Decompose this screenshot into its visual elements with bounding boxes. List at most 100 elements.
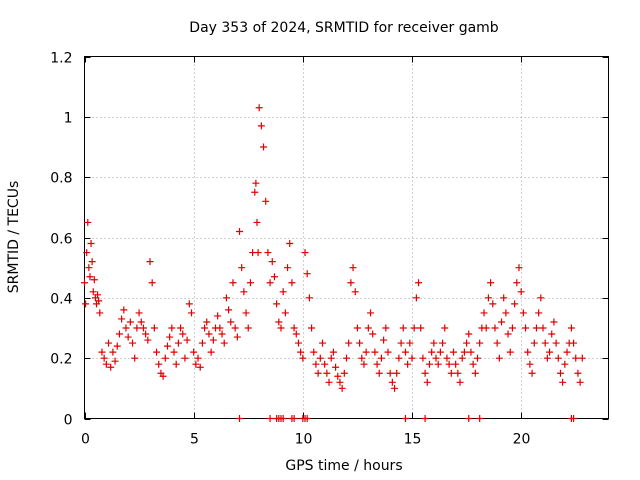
data-point [207,348,215,356]
data-point [508,324,516,332]
data-point [380,336,388,344]
data-point [163,342,171,350]
data-point [153,348,161,356]
data-point [576,378,584,386]
data-point [253,218,261,226]
data-point [552,339,560,347]
data-point [537,294,545,302]
data-point [495,354,503,362]
data-point [445,360,453,368]
data-point [415,279,423,287]
data-point [401,415,409,422]
data-point [231,324,239,332]
data-point [570,415,578,422]
data-point [367,309,375,317]
data-point [227,318,235,326]
data-point [487,279,495,287]
data-point [312,360,320,368]
data-point [332,363,340,371]
data-point [532,324,540,332]
data-point [449,348,457,356]
data-point [419,354,427,362]
data-point [401,348,409,356]
data-point [513,279,521,287]
y-tick-label: 1 [64,111,73,127]
data-point [329,348,337,356]
data-point [137,318,145,326]
data-point [277,324,285,332]
data-point [301,249,309,257]
data-point [288,279,296,287]
data-point [559,378,567,386]
data-point [356,339,364,347]
data-point [423,378,431,386]
x-tick-label: 0 [81,432,90,448]
data-point [144,336,152,344]
data-point [570,339,578,347]
data-point [174,339,182,347]
data-point [386,369,394,377]
data-point [456,378,464,386]
data-point [238,264,246,272]
data-point [292,330,300,338]
data-point [148,279,156,287]
data-point [183,336,191,344]
data-point [279,288,287,296]
data-point [465,330,473,338]
data-point [467,348,475,356]
data-point [399,324,407,332]
data-point [476,339,484,347]
data-point [358,354,366,362]
data-point [460,348,468,356]
data-point [430,339,438,347]
data-point [535,309,543,317]
data-point [578,354,586,362]
data-point [120,306,128,314]
data-point [371,348,379,356]
data-point [168,324,176,332]
y-tick-label: 0.4 [50,292,72,308]
data-point [303,270,311,278]
data-point [364,324,372,332]
data-point [129,339,137,347]
data-point [236,415,244,422]
data-point [554,354,562,362]
data-point [201,324,209,332]
data-point [214,312,222,320]
data-point [432,354,440,362]
x-tick-label: 15 [404,432,422,448]
data-point [506,348,514,356]
data-point [95,297,103,305]
data-point [522,324,530,332]
data-point [170,348,178,356]
plot-frame [84,56,609,419]
data-point [122,324,130,332]
data-point [146,258,154,266]
data-point [318,339,326,347]
data-point [133,324,141,332]
data-point [240,288,248,296]
data-point [406,339,414,347]
data-point [264,249,272,257]
data-point [252,179,260,187]
data-point [546,348,554,356]
data-point [343,354,350,362]
data-point [382,324,390,332]
data-point [327,354,335,362]
data-point [82,300,90,308]
data-point [563,348,571,356]
data-point [391,384,399,392]
data-point [203,318,211,326]
y-axis-label: SRMTID / TECUs [6,181,22,294]
data-point [347,279,355,287]
data-point [216,324,224,332]
data-point [384,348,392,356]
data-point [454,369,462,377]
data-point [338,384,346,392]
axis-ticks: 0 0.2 0.4 0.6 0.8 1 1.2 0 5 10 15 20 [50,51,609,448]
data-point [321,360,329,368]
data-point [107,363,115,371]
y-tick-label: 0 [64,413,73,429]
data-point [262,197,270,205]
data-point [404,360,412,368]
